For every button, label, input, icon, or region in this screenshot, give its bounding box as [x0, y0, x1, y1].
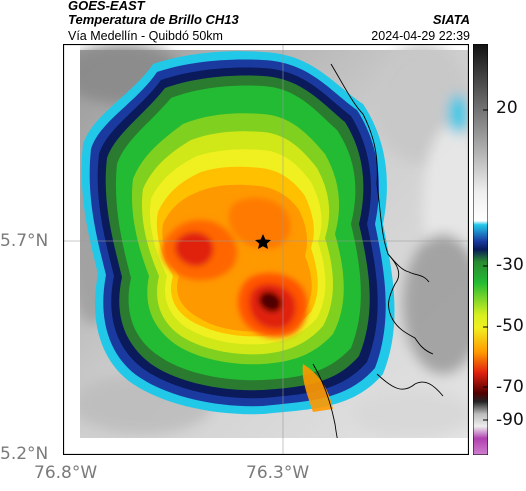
colorbar-tick-20: 20 — [496, 98, 518, 118]
colorbar-tick-minus90: -90 — [496, 410, 524, 430]
timestamp-label: 2024-04-29 22:39 — [371, 29, 470, 43]
colorbar-tick-minus30: -30 — [496, 255, 524, 275]
boundary-lines — [312, 63, 444, 455]
colorbar-tick-minus50: -50 — [496, 316, 524, 336]
colorbar-tick-minus70: -70 — [496, 377, 524, 397]
lat-tick-5-2: 5.2°N — [0, 444, 49, 464]
lon-tick-76-3: 76.3°W — [246, 463, 310, 483]
star-icon[interactable] — [255, 234, 271, 249]
region-label: Vía Medellín - Quibdó 50km — [68, 29, 223, 43]
brightness-temperature-map[interactable] — [63, 44, 469, 455]
convective-cloud-system — [81, 51, 395, 415]
product-title: Temperatura de Brillo CH13 — [68, 12, 239, 27]
satellite-title: GOES-EAST — [68, 0, 145, 13]
lat-tick-5-7: 5.7°N — [0, 231, 49, 251]
lon-tick-76-8: 76.8°W — [34, 463, 98, 483]
colorbar — [472, 43, 489, 456]
organization-label: SIATA — [432, 12, 470, 27]
